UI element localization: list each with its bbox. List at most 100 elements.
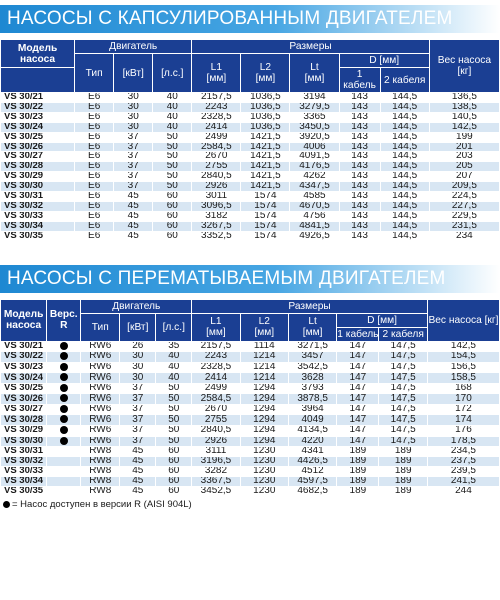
cell-kw: 45 bbox=[114, 192, 153, 201]
cell-hp: 60 bbox=[156, 447, 192, 456]
cell-type: RW6 bbox=[81, 394, 120, 404]
cell-weight: 244 bbox=[427, 486, 499, 496]
cell-d-2-cables: 144,5 bbox=[380, 162, 429, 172]
cell-model: VS 30/34 bbox=[1, 476, 47, 486]
cell-version-r bbox=[47, 373, 81, 383]
cell-l1: 2755 bbox=[192, 162, 241, 172]
cell-lt: 4670,5 bbox=[290, 201, 339, 211]
cell-model: VS 30/21 bbox=[1, 93, 75, 102]
table-row: VS 30/33 RW8 45 60 3282 1230 4512 189 189 239,5 bbox=[1, 466, 499, 476]
header-model: Модель насоса bbox=[1, 40, 75, 67]
cell-model: VS 30/32 bbox=[1, 201, 75, 211]
cell-d-2-cables: 147,5 bbox=[379, 394, 427, 404]
version-r-dot-icon bbox=[59, 404, 68, 413]
cell-d-1-cable: 147 bbox=[337, 415, 379, 425]
cell-hp: 40 bbox=[156, 352, 192, 362]
cell-l1: 3452,5 bbox=[192, 486, 240, 496]
cell-d-1-cable: 143 bbox=[339, 152, 380, 162]
cell-d-2-cables: 144,5 bbox=[380, 93, 429, 102]
table-row: VS 30/34 RW8 45 60 3367,5 1230 4597,5 189 189 241… bbox=[1, 476, 499, 486]
cell-d-1-cable: 143 bbox=[339, 231, 380, 241]
cell-weight: 176 bbox=[427, 425, 499, 436]
version-r-dot-icon bbox=[59, 415, 68, 424]
table-row: VS 30/26 RW6 37 50 2584,5 1294 3878,5 147 147,5 1… bbox=[1, 394, 499, 404]
table-row: VS 30/26 E6 37 50 2584,5 1421,5 4006 143 144,5 20… bbox=[1, 142, 499, 152]
cell-d-1-cable: 143 bbox=[339, 221, 380, 231]
cell-hp: 60 bbox=[156, 466, 192, 476]
cell-lt: 4841,5 bbox=[290, 221, 339, 231]
cell-l2: 1294 bbox=[240, 404, 288, 415]
cell-d-1-cable: 147 bbox=[337, 362, 379, 373]
cell-weight: 207 bbox=[429, 172, 499, 182]
cell-weight: 203 bbox=[429, 152, 499, 162]
header-l2: L2 [мм] bbox=[241, 54, 290, 92]
cell-type: E6 bbox=[75, 172, 114, 182]
cell-model: VS 30/28 bbox=[1, 162, 75, 172]
cell-type: E6 bbox=[75, 142, 114, 152]
cell-l1: 3282 bbox=[192, 466, 240, 476]
cell-l2: 1421,5 bbox=[241, 142, 290, 152]
cell-d-1-cable: 189 bbox=[337, 447, 379, 456]
header-d: D [мм] bbox=[339, 54, 429, 67]
cell-l1: 3352,5 bbox=[192, 231, 241, 241]
cell-lt: 3450,5 bbox=[290, 122, 339, 132]
cell-l1: 3111 bbox=[192, 447, 240, 456]
cell-l1: 3011 bbox=[192, 192, 241, 201]
cell-lt: 3628 bbox=[288, 373, 337, 383]
cell-model: VS 30/30 bbox=[1, 436, 47, 447]
cell-hp: 50 bbox=[153, 142, 192, 152]
version-r-dot-icon bbox=[59, 373, 68, 382]
cell-weight: 231,5 bbox=[429, 221, 499, 231]
table-row: VS 30/33 E6 45 60 3182 1574 4756 143 144,5 229,5 bbox=[1, 211, 499, 221]
cell-l2: 1421,5 bbox=[241, 182, 290, 192]
cell-weight: 154,5 bbox=[427, 352, 499, 362]
version-r-dot-icon bbox=[59, 352, 68, 361]
cell-d-1-cable: 147 bbox=[337, 404, 379, 415]
header-d-1-cable: 1 кабель bbox=[337, 327, 379, 341]
pump-table-rewindable: Модель насоса Верс. R Двигатель Размеры … bbox=[0, 299, 500, 497]
cell-kw: 30 bbox=[114, 93, 153, 102]
cell-weight: 178,5 bbox=[427, 436, 499, 447]
cell-kw: 30 bbox=[114, 102, 153, 112]
cell-l1: 2243 bbox=[192, 352, 240, 362]
cell-lt: 3279,5 bbox=[290, 102, 339, 112]
cell-d-2-cables: 144,5 bbox=[380, 112, 429, 122]
cell-d-2-cables: 144,5 bbox=[380, 221, 429, 231]
cell-kw: 45 bbox=[120, 447, 156, 456]
cell-l2: 1574 bbox=[241, 201, 290, 211]
cell-d-2-cables: 147,5 bbox=[379, 383, 427, 394]
table-row: VS 30/30 RW6 37 50 2926 1294 4220 147 147,5 178,5 bbox=[1, 436, 499, 447]
cell-l2: 1294 bbox=[240, 415, 288, 425]
cell-d-1-cable: 143 bbox=[339, 201, 380, 211]
cell-lt: 4426,5 bbox=[288, 456, 337, 466]
cell-weight: 172 bbox=[427, 404, 499, 415]
cell-version-r bbox=[47, 352, 81, 362]
cell-kw: 37 bbox=[114, 172, 153, 182]
cell-weight: 174 bbox=[427, 415, 499, 425]
cell-kw: 30 bbox=[120, 373, 156, 383]
header-hp: [л.с.] bbox=[153, 54, 192, 92]
cell-l2: 1036,5 bbox=[241, 122, 290, 132]
cell-l1: 2328,5 bbox=[192, 112, 241, 122]
cell-l1: 2840,5 bbox=[192, 172, 241, 182]
cell-l2: 1036,5 bbox=[241, 112, 290, 122]
cell-d-1-cable: 143 bbox=[339, 142, 380, 152]
cell-lt: 3271,5 bbox=[288, 341, 337, 352]
table-row: VS 30/35 RW8 45 60 3452,5 1230 4682,5 189 189 244 bbox=[1, 486, 499, 496]
cell-hp: 50 bbox=[156, 425, 192, 436]
cell-type: RW6 bbox=[81, 415, 120, 425]
cell-d-2-cables: 147,5 bbox=[379, 425, 427, 436]
cell-model: VS 30/28 bbox=[1, 415, 47, 425]
cell-l1: 2926 bbox=[192, 436, 240, 447]
cell-model: VS 30/33 bbox=[1, 466, 47, 476]
cell-l2: 1421,5 bbox=[241, 152, 290, 162]
cell-type: RW6 bbox=[81, 383, 120, 394]
cell-lt: 3793 bbox=[288, 383, 337, 394]
cell-weight: 156,5 bbox=[427, 362, 499, 373]
cell-l1: 2157,5 bbox=[192, 93, 241, 102]
table-row: VS 30/25 RW6 37 50 2499 1294 3793 147 147,5 168 bbox=[1, 383, 499, 394]
cell-lt: 4347,5 bbox=[290, 182, 339, 192]
cell-model: VS 30/35 bbox=[1, 231, 75, 241]
cell-d-2-cables: 144,5 bbox=[380, 142, 429, 152]
cell-hp: 40 bbox=[153, 93, 192, 102]
